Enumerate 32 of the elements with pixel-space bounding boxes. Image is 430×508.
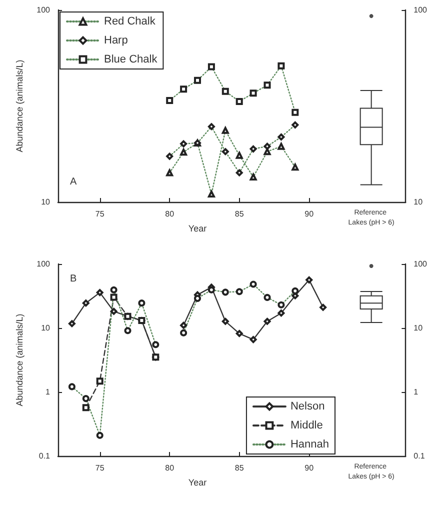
y-tick-label: 100 (36, 260, 51, 268)
x-tick-label: 85 (234, 464, 244, 472)
legend-label: Nelson (290, 400, 325, 412)
x-tick-label: 90 (304, 464, 314, 472)
y-tick-label: 10 (414, 198, 424, 206)
y-tick-label: 0.1 (414, 452, 426, 460)
y-tick-label: 100 (414, 6, 428, 14)
y-tick-label: 0.1 (38, 452, 51, 460)
x-axis-title: Year (188, 224, 207, 234)
x-tick-label: 75 (95, 210, 105, 218)
annotation: A (70, 176, 77, 188)
y-tick-label: 100 (36, 6, 51, 14)
legend-label: Hannah (290, 438, 330, 450)
x-tick-label: 75 (95, 464, 105, 472)
y-tick-label: 10 (414, 324, 424, 332)
y-axis-title: Abundance (animals/L) (14, 60, 24, 152)
legend-label: Red Chalk (104, 16, 156, 28)
legend-label: Blue Chalk (104, 54, 158, 66)
annotation: B (70, 274, 77, 284)
x-tick-label: 80 (165, 464, 175, 472)
x-tick-label: 85 (234, 210, 244, 218)
x-tick-label: 90 (304, 210, 314, 218)
legend-label: Middle (290, 420, 323, 432)
y-axis-title: Abundance (animals/L) (14, 314, 24, 406)
x-tick-label: 80 (165, 210, 175, 218)
legend-label: Harp (104, 34, 128, 46)
y-tick-label: 1 (414, 388, 419, 396)
y-tick-label: 100 (414, 260, 428, 268)
y-tick-label: 1 (46, 388, 51, 396)
x-axis-title: Year (188, 478, 207, 488)
y-tick-label: 10 (41, 324, 51, 332)
y-tick-label: 10 (41, 198, 51, 206)
